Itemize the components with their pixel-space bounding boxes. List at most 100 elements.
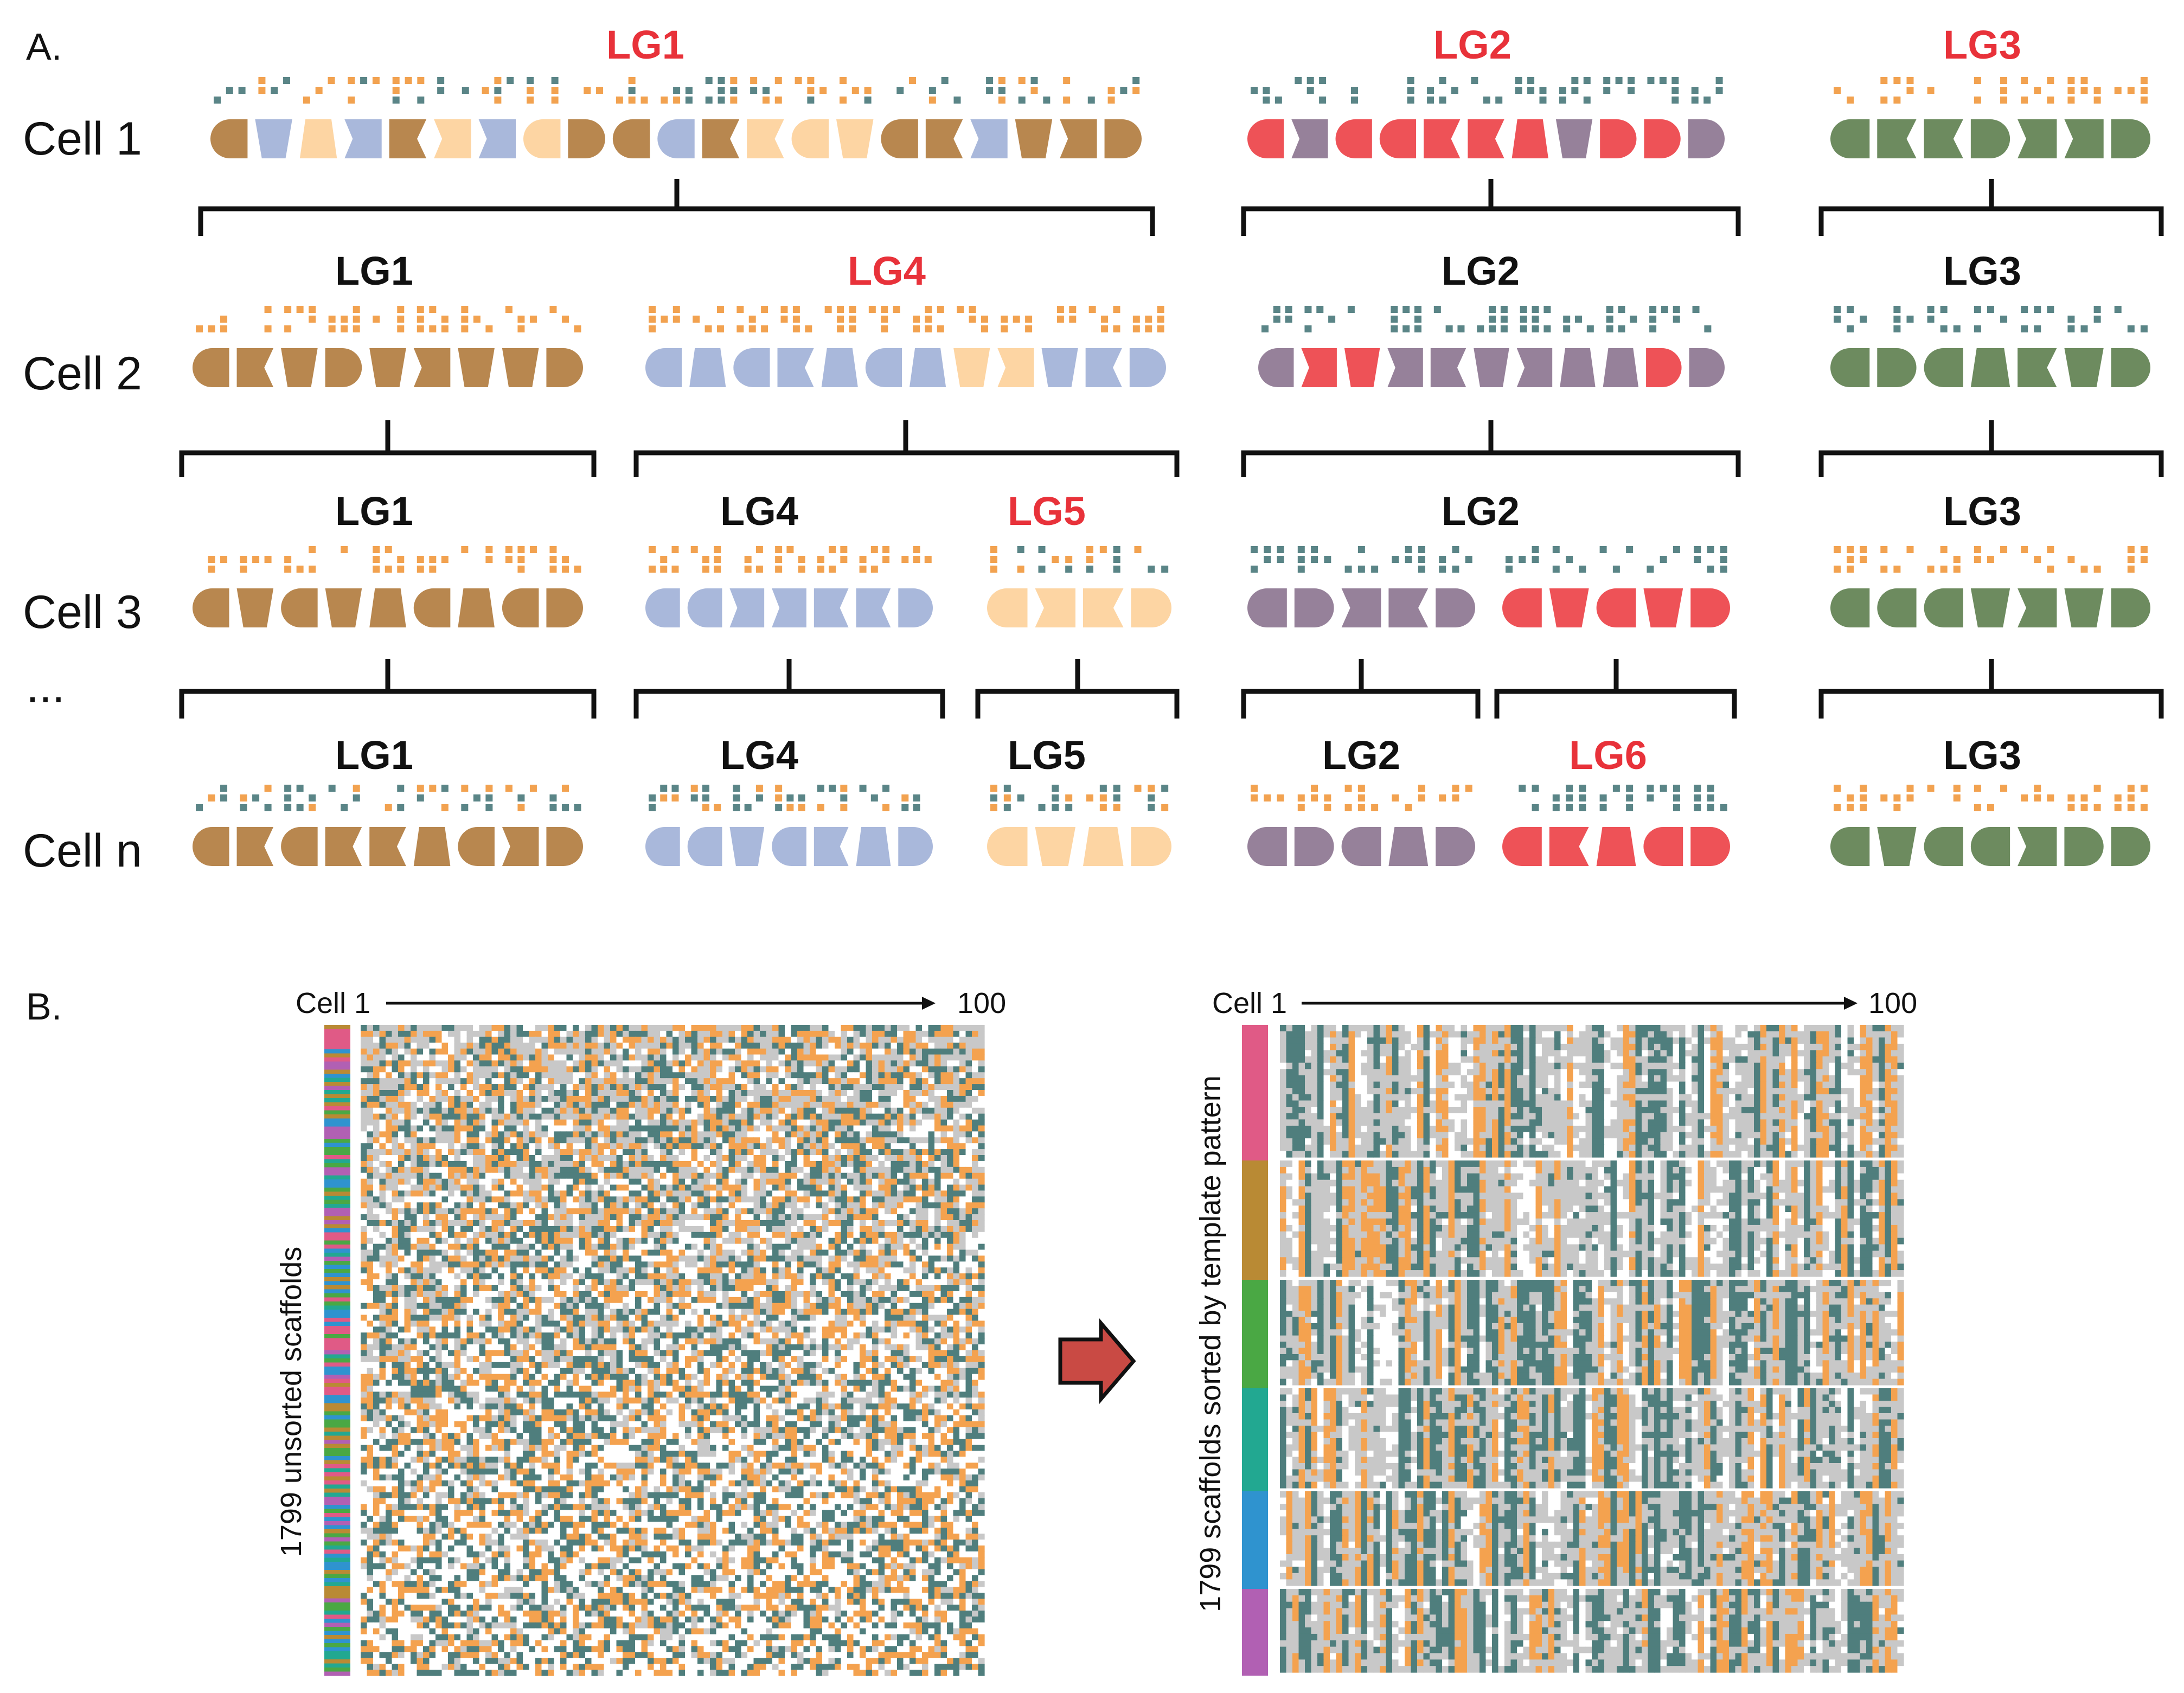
heatmap-cell — [853, 1048, 860, 1055]
chromosome-segment — [1291, 119, 1328, 158]
heatmap-cell — [673, 1101, 680, 1108]
heatmap-cell — [598, 1030, 605, 1037]
heatmap-cell — [573, 1054, 580, 1061]
heatmap-cell — [417, 1137, 424, 1144]
read-dot — [868, 306, 876, 313]
heatmap-cell — [598, 1054, 605, 1061]
heatmap-cell — [785, 1160, 792, 1168]
heatmap-cell — [703, 1048, 710, 1055]
heatmap-cell — [616, 1113, 623, 1120]
heatmap-cell — [610, 1160, 617, 1168]
heatmap-cell — [466, 1202, 473, 1209]
heatmap-cell — [965, 1030, 972, 1037]
chromosome-segment — [1301, 348, 1337, 387]
heatmap-cell — [915, 1054, 923, 1061]
heatmap-cell — [560, 1190, 567, 1197]
heatmap-cell — [498, 1131, 505, 1138]
heatmap-cell — [691, 1249, 698, 1256]
heatmap-cell — [678, 1066, 686, 1073]
heatmap-cell — [828, 1243, 835, 1250]
read-dot — [264, 306, 272, 313]
heatmap-cell — [866, 1072, 873, 1079]
heatmap-cell — [885, 1226, 892, 1233]
heatmap-cell — [847, 1131, 854, 1138]
heatmap-cell — [685, 1237, 692, 1245]
heatmap-cell — [953, 1196, 960, 1203]
chromosome-r4-lg1 — [193, 785, 583, 866]
heatmap-cell — [822, 1125, 829, 1132]
heatmap-cell — [760, 1143, 767, 1150]
chromosome-segment — [502, 588, 539, 627]
heatmap-cell — [691, 1042, 698, 1049]
read-dot — [485, 794, 493, 801]
heatmap-cell — [897, 1095, 904, 1102]
read-dot — [881, 325, 888, 332]
heatmap-cell — [716, 1107, 723, 1114]
heatmap-cell — [616, 1119, 623, 1126]
heatmap-cell — [504, 1166, 511, 1173]
heatmap-cell — [429, 1220, 436, 1227]
heatmap-cell — [610, 1107, 617, 1114]
heatmap-cell — [548, 1172, 555, 1179]
heatmap-cell — [460, 1084, 467, 1091]
chromosome-segment — [2064, 588, 2104, 627]
heatmap-cell — [747, 1125, 754, 1132]
heatmap-cell — [803, 1048, 810, 1055]
heatmap-cell — [516, 1066, 523, 1073]
heatmap-cell — [485, 1143, 492, 1150]
heatmap-cell — [835, 1084, 842, 1091]
chromosome-segment — [523, 119, 561, 158]
heatmap-cell — [747, 1172, 754, 1179]
heatmap-cell — [654, 1084, 661, 1091]
heatmap-cell — [928, 1190, 935, 1197]
heatmap-cell — [922, 1202, 929, 1209]
heatmap-cell — [673, 1036, 680, 1043]
read-dot — [792, 316, 800, 323]
heatmap-cell — [485, 1025, 492, 1031]
chromosome-r4-lg6 — [1502, 785, 1730, 866]
heatmap-cell — [454, 1143, 461, 1150]
heatmap-cell — [616, 1137, 623, 1144]
heatmap-cell — [853, 1178, 860, 1185]
heatmap-cell — [648, 1084, 655, 1091]
heatmap-cell — [666, 1042, 673, 1049]
read-dot — [1559, 97, 1566, 104]
heatmap-cell — [866, 1196, 873, 1203]
heatmap-cell — [972, 1025, 979, 1031]
heatmap-cell — [940, 1101, 947, 1108]
heatmap-cell — [379, 1113, 386, 1120]
heatmap-cell — [498, 1125, 505, 1132]
heatmap-cell — [579, 1243, 586, 1250]
heatmap-cell — [473, 1190, 480, 1197]
heatmap-cell — [959, 1237, 966, 1245]
heatmap-cell — [716, 1084, 723, 1091]
heatmap-cell — [747, 1131, 754, 1138]
read-dot — [1974, 325, 1981, 332]
heatmap-cell — [772, 1220, 779, 1227]
heatmap-cell — [479, 1095, 486, 1102]
heatmap-cell — [816, 1084, 823, 1091]
read-dot — [1311, 556, 1318, 563]
heatmap-cell — [541, 1119, 548, 1126]
scaffold-color-cell — [324, 1147, 350, 1151]
read-dot — [1324, 804, 1331, 811]
heatmap-cell — [548, 1084, 555, 1091]
heatmap-cell — [585, 1042, 592, 1049]
heatmap-cell — [523, 1042, 530, 1049]
read-dot — [1134, 546, 1142, 553]
heatmap-cell — [541, 1107, 548, 1114]
heatmap-cell — [803, 1178, 810, 1185]
heatmap-cell — [841, 1237, 848, 1245]
heatmap-cell — [398, 1095, 405, 1102]
heatmap-cell — [660, 1095, 667, 1102]
heatmap-cell — [766, 1190, 773, 1197]
heatmap-cell — [560, 1155, 567, 1162]
heatmap-cell — [504, 1119, 511, 1126]
heatmap-cell — [772, 1113, 779, 1120]
heatmap-cell — [373, 1042, 380, 1049]
read-dot — [240, 566, 247, 573]
heatmap-cell — [747, 1054, 754, 1061]
heatmap-cell — [523, 1196, 530, 1203]
heatmap-cell — [803, 1214, 810, 1221]
heatmap-cell — [897, 1042, 904, 1049]
